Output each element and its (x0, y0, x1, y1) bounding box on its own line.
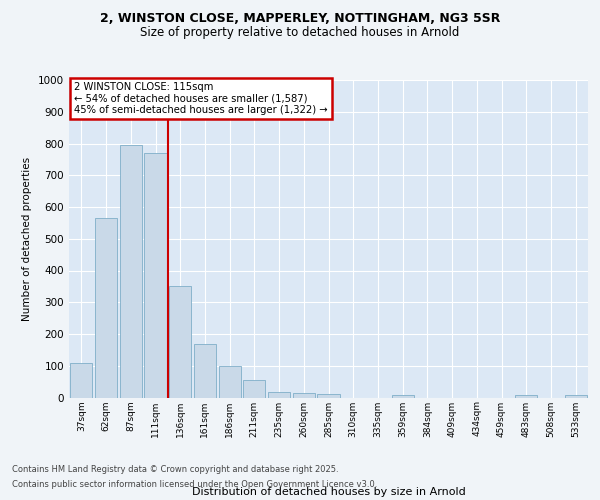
Bar (169, 286, 191, 398)
Bar (145, 153, 167, 398)
Bar (565, 395, 587, 398)
Bar (268, 392, 290, 398)
Bar (392, 395, 414, 398)
X-axis label: Distribution of detached houses by size in Arnold: Distribution of detached houses by size … (191, 486, 466, 496)
Bar (293, 394, 315, 398)
Bar (243, 380, 265, 398)
Bar (119, 145, 142, 398)
Bar (515, 395, 538, 398)
Text: Size of property relative to detached houses in Arnold: Size of property relative to detached ho… (140, 26, 460, 39)
Bar (70, 362, 92, 398)
Bar (317, 394, 340, 398)
Text: 2 WINSTON CLOSE: 115sqm
← 54% of detached houses are smaller (1,587)
45% of semi: 2 WINSTON CLOSE: 115sqm ← 54% of detache… (74, 82, 328, 115)
Bar (218, 366, 241, 398)
Text: Contains HM Land Registry data © Crown copyright and database right 2025.: Contains HM Land Registry data © Crown c… (12, 465, 338, 474)
Y-axis label: Number of detached properties: Number of detached properties (22, 156, 32, 321)
Bar (95, 218, 117, 398)
Text: Contains public sector information licensed under the Open Government Licence v3: Contains public sector information licen… (12, 480, 377, 489)
Bar (194, 344, 216, 398)
Text: 2, WINSTON CLOSE, MAPPERLEY, NOTTINGHAM, NG3 5SR: 2, WINSTON CLOSE, MAPPERLEY, NOTTINGHAM,… (100, 12, 500, 24)
